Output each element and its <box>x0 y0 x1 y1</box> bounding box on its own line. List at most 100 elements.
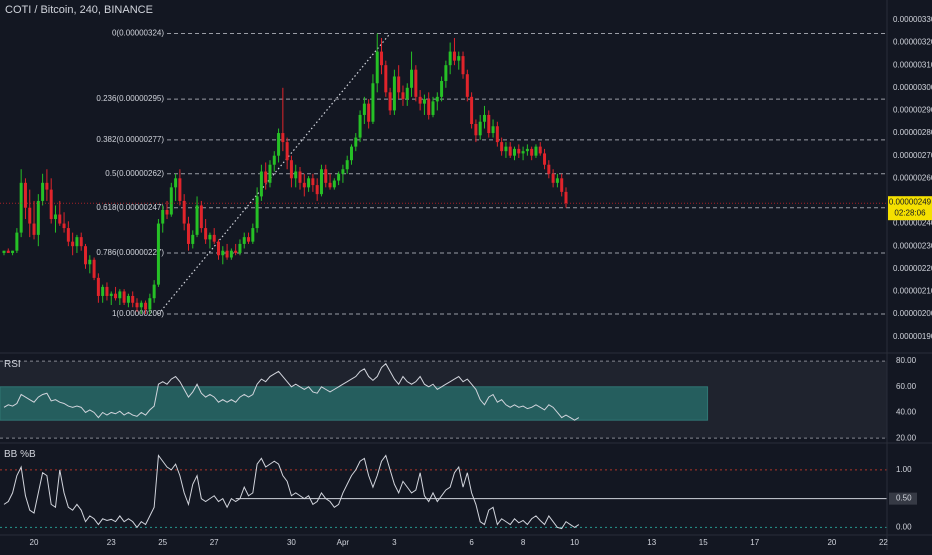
candle-body[interactable] <box>242 237 246 244</box>
candle-body[interactable] <box>277 133 281 156</box>
candle-body[interactable] <box>101 286 105 296</box>
candle-body[interactable] <box>182 200 186 224</box>
candle-body[interactable] <box>88 259 92 265</box>
candle-body[interactable] <box>28 207 32 224</box>
candle-body[interactable] <box>461 56 465 75</box>
candle-body[interactable] <box>191 234 195 244</box>
symbol-title[interactable]: COTI / Bitcoin, 240, BINANCE <box>5 4 153 16</box>
candle-body[interactable] <box>547 164 551 174</box>
candle-body[interactable] <box>259 171 263 197</box>
candle-body[interactable] <box>332 180 336 188</box>
candle-body[interactable] <box>195 205 199 235</box>
candle-body[interactable] <box>75 237 79 247</box>
candle-body[interactable] <box>84 246 88 265</box>
candle-body[interactable] <box>405 87 409 100</box>
candle-body[interactable] <box>530 148 534 156</box>
candle-body[interactable] <box>380 51 384 66</box>
candle-body[interactable] <box>495 126 499 143</box>
candle-body[interactable] <box>354 137 358 147</box>
candle-body[interactable] <box>448 51 452 66</box>
candle-body[interactable] <box>324 169 328 183</box>
bb-line[interactable] <box>3 454 580 530</box>
candle-body[interactable] <box>358 114 362 138</box>
candle-body[interactable] <box>452 51 456 61</box>
candle-body[interactable] <box>521 151 525 154</box>
candle-body[interactable] <box>208 234 212 240</box>
candle-body[interactable] <box>45 182 49 190</box>
candle-body[interactable] <box>500 142 504 152</box>
candle-body[interactable] <box>229 250 233 258</box>
candle-body[interactable] <box>221 250 225 256</box>
candle-body[interactable] <box>156 223 160 285</box>
candle-body[interactable] <box>289 160 293 179</box>
candle-body[interactable] <box>371 83 375 122</box>
candle-body[interactable] <box>513 148 517 156</box>
candle-body[interactable] <box>144 302 148 310</box>
candle-body[interactable] <box>474 124 478 136</box>
candle-body[interactable] <box>341 169 345 174</box>
candle-body[interactable] <box>32 223 36 235</box>
candle-body[interactable] <box>49 189 53 220</box>
candle-body[interactable] <box>431 101 435 115</box>
candle-body[interactable] <box>349 146 353 161</box>
candle-body[interactable] <box>367 103 371 122</box>
candle-body[interactable] <box>482 114 486 122</box>
rsi-line[interactable] <box>3 362 580 421</box>
candle-body[interactable] <box>315 185 319 195</box>
bbpb-pane-label[interactable]: BB %B <box>4 449 36 460</box>
candle-body[interactable] <box>36 200 40 235</box>
candle-body[interactable] <box>311 178 315 186</box>
candle-body[interactable] <box>96 277 100 296</box>
candle-body[interactable] <box>375 51 379 84</box>
candle-body[interactable] <box>272 155 276 165</box>
candle-body[interactable] <box>491 126 495 134</box>
candle-body[interactable] <box>217 241 220 256</box>
candle-body[interactable] <box>444 65 448 82</box>
candle-body[interactable] <box>345 160 349 170</box>
candle-body[interactable] <box>118 291 122 299</box>
candle-body[interactable] <box>560 178 564 192</box>
candle-body[interactable] <box>62 223 66 229</box>
candle-body[interactable] <box>114 293 118 299</box>
candle-body[interactable] <box>392 76 396 111</box>
candle-body[interactable] <box>109 293 113 296</box>
candle-body[interactable] <box>58 214 62 224</box>
candle-body[interactable] <box>362 103 366 115</box>
candle-body[interactable] <box>53 214 57 220</box>
candle-body[interactable] <box>238 243 242 253</box>
candle-body[interactable] <box>525 148 529 152</box>
candle-body[interactable] <box>307 178 311 188</box>
candle-body[interactable] <box>165 209 169 215</box>
candle-body[interactable] <box>264 171 268 183</box>
candle-body[interactable] <box>71 241 75 247</box>
candle-body[interactable] <box>66 228 70 242</box>
candle-body[interactable] <box>465 74 469 97</box>
candle-body[interactable] <box>294 171 298 179</box>
candle-body[interactable] <box>410 69 414 88</box>
candle-body[interactable] <box>234 250 238 253</box>
candle-body[interactable] <box>504 146 508 152</box>
candle-body[interactable] <box>255 196 259 229</box>
candle-body[interactable] <box>418 96 422 104</box>
candle-body[interactable] <box>2 250 6 253</box>
candle-body[interactable] <box>508 146 512 156</box>
candle-body[interactable] <box>337 173 341 181</box>
candle-body[interactable] <box>478 121 482 136</box>
candle-body[interactable] <box>41 182 45 201</box>
candle-body[interactable] <box>152 284 156 299</box>
candle-body[interactable] <box>319 169 323 195</box>
candle-body[interactable] <box>555 178 559 183</box>
candle-body[interactable] <box>79 237 83 247</box>
candle-body[interactable] <box>212 234 216 242</box>
candle-body[interactable] <box>15 232 19 251</box>
candle-body[interactable] <box>384 65 388 93</box>
candle-body[interactable] <box>328 182 332 188</box>
candle-body[interactable] <box>131 295 135 303</box>
candle-body[interactable] <box>122 291 126 303</box>
candle-body[interactable] <box>247 237 251 242</box>
candle-body[interactable] <box>251 228 255 242</box>
candle-body[interactable] <box>517 148 521 154</box>
candle-body[interactable] <box>564 191 568 204</box>
candle-body[interactable] <box>543 153 547 165</box>
